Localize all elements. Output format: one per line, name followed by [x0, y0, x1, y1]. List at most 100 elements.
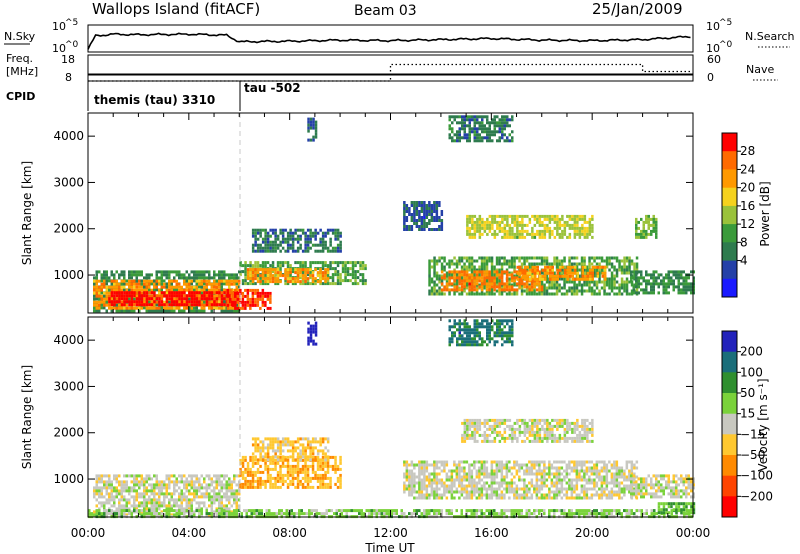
heatmap-cell: [598, 280, 601, 284]
heatmap-cell: [593, 274, 596, 278]
heatmap-cell: [168, 483, 171, 487]
heatmap-cell: [105, 489, 108, 493]
heatmap-cell: [645, 270, 648, 274]
heatmap-cell: [193, 510, 196, 514]
freq-label-line1: Freq.: [6, 52, 33, 65]
heatmap-cell: [249, 271, 252, 275]
heatmap-cell: [123, 300, 126, 304]
heatmap-cell: [266, 291, 270, 295]
heatmap-cell: [130, 294, 134, 298]
heatmap-cell: [123, 279, 126, 283]
heatmap-cell: [115, 492, 118, 496]
heatmap-cell: [193, 288, 196, 292]
heatmap-cell: [195, 486, 198, 490]
heatmap-cell: [541, 268, 544, 272]
heatmap-cell: [508, 265, 511, 269]
heatmap-cell: [279, 261, 282, 265]
heatmap-cell: [500, 256, 504, 260]
velocity-heatmap: [88, 319, 696, 519]
heatmap-cell: [259, 234, 262, 238]
heatmap-cell: [183, 495, 186, 499]
power-x-ticks: [87, 113, 694, 313]
heatmap-cell: [531, 214, 534, 218]
heatmap-cell: [294, 277, 297, 281]
heatmap-cell: [339, 458, 342, 462]
heatmap-cell: [93, 285, 96, 289]
heatmap-cell: [110, 291, 114, 295]
heatmap-cell: [251, 297, 255, 301]
heatmap-cell: [560, 262, 564, 266]
heatmap-cell: [625, 265, 629, 269]
heatmap-cell: [133, 501, 136, 505]
heatmap-cell: [238, 492, 241, 496]
heatmap-cell: [326, 470, 330, 474]
heatmap-cell: [500, 262, 504, 266]
heatmap-cell: [585, 268, 589, 272]
heatmap-cell: [349, 279, 352, 283]
heatmap-cell: [173, 294, 176, 298]
heatmap-cell: [150, 303, 154, 307]
heatmap-cell: [281, 231, 285, 235]
heatmap-cell: [566, 277, 569, 281]
heatmap-cell: [647, 214, 650, 218]
heatmap-cell: [266, 452, 270, 456]
heatmap-cell: [433, 207, 436, 210]
heatmap-cell: [652, 291, 655, 295]
heatmap-cell: [200, 501, 203, 505]
heatmap-cell: [218, 483, 221, 487]
heatmap-cell: [468, 130, 471, 134]
heatmap-cell: [536, 217, 539, 221]
heatmap-cell: [256, 291, 260, 295]
heatmap-cell: [190, 507, 193, 511]
heatmap-cell: [220, 282, 223, 286]
heatmap-cell: [155, 282, 158, 286]
heatmap-cell: [498, 259, 501, 263]
heatmap-cell: [493, 276, 496, 280]
heatmap-cell: [269, 294, 272, 298]
heatmap-cell: [321, 458, 325, 462]
heatmap-cell: [468, 282, 471, 286]
heatmap-cell: [591, 268, 594, 272]
heatmap-cell: [521, 274, 524, 278]
heatmap-cell: [120, 273, 123, 277]
heatmap-cell: [680, 291, 683, 295]
heatmap-cell: [264, 240, 267, 244]
heatmap-cell: [476, 127, 479, 131]
heatmap-cell: [510, 273, 514, 277]
heatmap-cell: [218, 480, 221, 484]
heatmap-cell: [316, 243, 320, 247]
heatmap-cell: [153, 504, 156, 508]
heatmap-cell: [113, 510, 116, 514]
heatmap-cell: [259, 306, 262, 310]
heatmap-cell: [223, 507, 226, 511]
heatmap-cell: [604, 277, 607, 281]
heatmap-cell: [591, 226, 594, 230]
heatmap-cell: [185, 294, 189, 298]
heatmap-cell: [200, 300, 203, 304]
heatmap-cell: [264, 249, 267, 253]
heatmap-cell: [314, 123, 318, 127]
heatmap-cell: [299, 264, 302, 268]
heatmap-cell: [133, 486, 136, 490]
heatmap-cell: [556, 271, 559, 275]
heatmap-cell: [286, 449, 290, 453]
heatmap-cell: [448, 127, 451, 131]
heatmap-cell: [495, 270, 499, 274]
heatmap-cell: [281, 264, 285, 268]
heatmap-cell: [319, 271, 322, 275]
heatmap-cell: [440, 213, 444, 216]
heatmap-cell: [233, 492, 236, 496]
heatmap-cell: [596, 265, 599, 269]
freq-frame: [87, 54, 694, 82]
heatmap-cell: [241, 306, 245, 310]
heatmap-cell: [468, 265, 471, 269]
heatmap-cell: [433, 216, 436, 219]
heatmap-cell: [336, 485, 340, 489]
heatmap-cell: [613, 265, 616, 269]
heatmap-cell: [418, 213, 421, 216]
heatmap-cell: [276, 485, 280, 489]
heatmap-cell: [118, 489, 121, 493]
heatmap-cell: [215, 294, 218, 298]
heatmap-cell: [501, 118, 504, 122]
heatmap-cell: [110, 504, 113, 508]
